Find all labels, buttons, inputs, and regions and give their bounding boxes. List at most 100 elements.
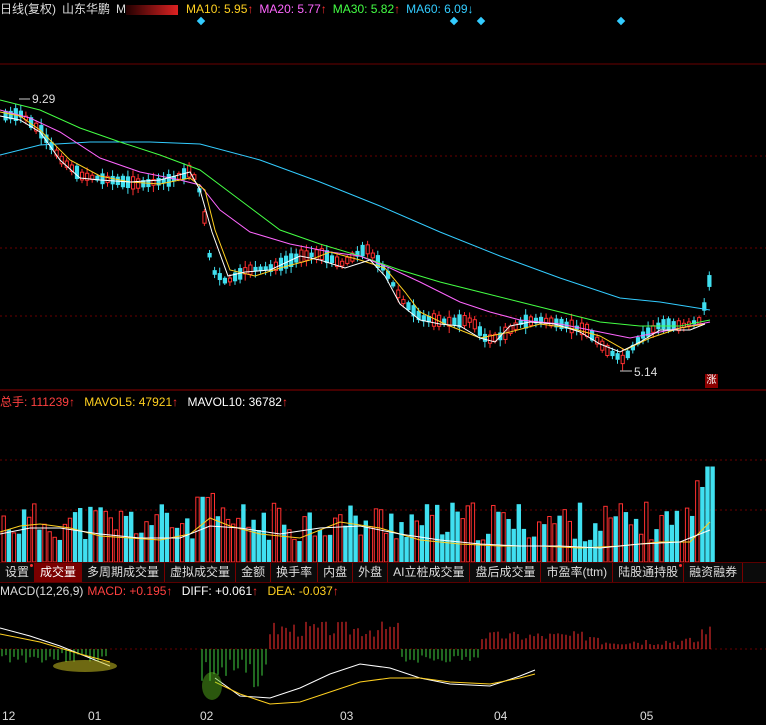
- volume-bar: [572, 538, 578, 562]
- tab-indicator[interactable]: AI立桩成交量: [388, 563, 471, 582]
- volume-bar: [623, 512, 629, 562]
- tab-indicator[interactable]: 金额: [236, 563, 272, 582]
- candle-body: [401, 299, 406, 305]
- macd-chart[interactable]: [0, 598, 766, 708]
- volume-bar: [526, 537, 532, 562]
- tab-indicator[interactable]: 设置: [0, 563, 36, 582]
- volume-bar: [562, 509, 567, 562]
- volume-bar: [373, 508, 379, 562]
- chart-header: 日线(复权) 山东华鹏 M MA10: 5.95↑ MA20: 5.77↑ MA30: 5…: [0, 1, 480, 17]
- tab-dot-icon: [30, 564, 34, 567]
- volume-bar: [557, 515, 562, 562]
- redacted-block: [126, 4, 179, 15]
- volume-bar: [256, 530, 261, 562]
- volume-bar: [317, 530, 323, 562]
- volume-bar: [582, 541, 588, 562]
- volume-bar: [348, 505, 353, 562]
- dea-value: DEA: -0.037: [267, 584, 333, 598]
- candle-body: [202, 211, 207, 224]
- candle-body: [605, 344, 610, 357]
- candle-body: [406, 302, 411, 311]
- volume-bar: [353, 515, 358, 562]
- tab-indicator[interactable]: 陆股通持股: [613, 563, 685, 582]
- volume-up-icon: ↑: [68, 395, 75, 409]
- candle-body: [151, 179, 156, 186]
- candle-body: [187, 164, 192, 178]
- candle-body: [217, 273, 222, 281]
- volume-bar: [113, 529, 119, 562]
- volume-bar: [424, 504, 430, 562]
- mavol5-up-icon: ↑: [172, 395, 179, 409]
- volume-bar: [180, 523, 185, 562]
- tab-indicator[interactable]: 市盈率(ttm): [541, 563, 614, 582]
- volume-bar: [455, 511, 460, 562]
- candle-body: [319, 248, 324, 261]
- candle-body: [671, 321, 676, 330]
- candle-body: [355, 250, 360, 257]
- volume-bar: [282, 524, 287, 562]
- tab-dot-icon: [679, 564, 683, 567]
- volume-bar: [695, 480, 700, 562]
- volume-bar: [664, 511, 669, 562]
- volume-bar: [613, 516, 618, 562]
- volume-chart[interactable]: [0, 410, 766, 562]
- candle-body: [452, 317, 457, 326]
- candle-body: [646, 327, 651, 337]
- volume-bar: [363, 520, 369, 562]
- volume-bar: [450, 502, 455, 562]
- candle-body: [85, 172, 90, 181]
- candle-body: [329, 255, 335, 264]
- volume-bar: [419, 525, 425, 562]
- tab-indicator[interactable]: 外盘: [353, 563, 389, 582]
- candle-body: [105, 175, 110, 184]
- volume-bar: [679, 541, 685, 562]
- macd-name[interactable]: MACD(12,26,9): [0, 584, 84, 598]
- volume-bar: [62, 523, 68, 562]
- candle-body: [651, 325, 656, 333]
- tab-indicator[interactable]: 换手率: [271, 563, 319, 582]
- candle-body: [584, 323, 590, 337]
- volume-bar: [465, 505, 471, 562]
- dea-line: [214, 673, 536, 705]
- tab-indicator[interactable]: 融资融券: [684, 563, 744, 582]
- mavol5-label: MAVOL5: 47921: [84, 395, 173, 409]
- tab-indicator[interactable]: 多周期成交量: [82, 563, 166, 582]
- diff-up-icon: ↑: [252, 584, 259, 598]
- volume-bar: [414, 520, 420, 562]
- candle-body: [610, 350, 615, 357]
- price-chart[interactable]: [0, 20, 766, 392]
- x-axis-tick-label: 04: [494, 709, 508, 723]
- mavol10-line: [0, 525, 711, 549]
- limit-up-badge[interactable]: 涨: [705, 374, 718, 388]
- volume-bar: [588, 539, 593, 562]
- x-axis-tick-label: 12: [2, 709, 16, 723]
- volume-bar: [261, 512, 267, 562]
- ma60-label: MA60: 6.09: [406, 2, 468, 16]
- volume-bar: [292, 538, 297, 562]
- volume-bar: [404, 536, 409, 562]
- volume-bar: [57, 539, 62, 562]
- volume-bar: [174, 527, 180, 562]
- tab-indicator[interactable]: 内盘: [318, 563, 354, 582]
- ma10-label: MA10: 5.95: [186, 2, 248, 16]
- period-label[interactable]: 日线(复权): [0, 2, 56, 16]
- volume-bar: [684, 507, 690, 562]
- volume-bar: [577, 502, 583, 562]
- candle-body: [462, 315, 467, 327]
- volume-bar: [440, 534, 445, 562]
- tab-indicator[interactable]: 盘后成交量: [470, 563, 542, 582]
- tab-indicator[interactable]: 虚拟成交量: [165, 563, 237, 582]
- volume-header: 总手: 111239↑ MAVOL5: 47921↑ MAVOL10: 3678…: [0, 394, 294, 410]
- dea-up-icon: ↑: [332, 584, 339, 598]
- volume-bar: [72, 512, 78, 562]
- volume-bar: [42, 523, 47, 562]
- volume-bar: [409, 514, 414, 562]
- tab-indicator[interactable]: 成交量: [35, 563, 83, 582]
- volume-bar: [486, 533, 491, 562]
- volume-bar: [139, 532, 144, 562]
- volume-bar: [266, 539, 272, 562]
- volume-bar: [169, 527, 175, 562]
- candle-body: [263, 266, 268, 271]
- candle-body: [702, 302, 707, 311]
- volume-bar: [460, 518, 465, 562]
